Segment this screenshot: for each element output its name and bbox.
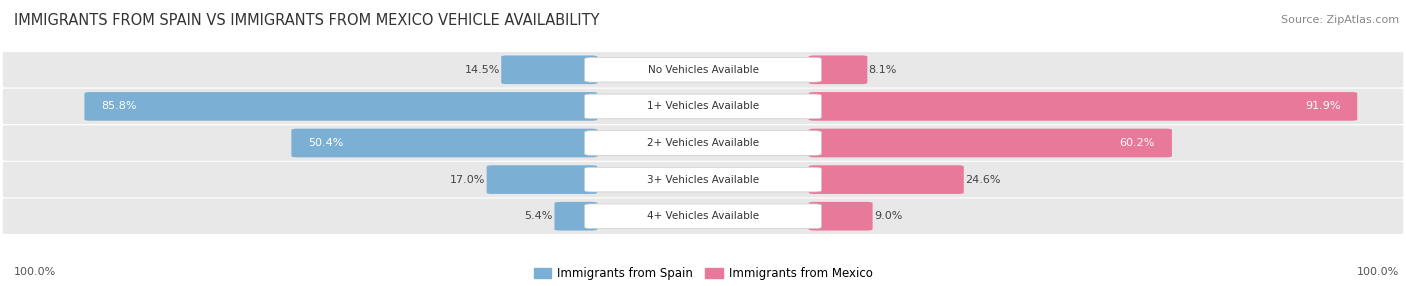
Text: 85.8%: 85.8%	[101, 102, 136, 111]
Text: 4+ Vehicles Available: 4+ Vehicles Available	[647, 211, 759, 221]
FancyBboxPatch shape	[808, 165, 963, 194]
FancyBboxPatch shape	[3, 162, 1403, 197]
FancyBboxPatch shape	[585, 57, 821, 82]
Text: 17.0%: 17.0%	[450, 175, 485, 184]
Text: Source: ZipAtlas.com: Source: ZipAtlas.com	[1281, 15, 1399, 25]
Text: 8.1%: 8.1%	[869, 65, 897, 75]
FancyBboxPatch shape	[808, 202, 873, 231]
FancyBboxPatch shape	[291, 129, 598, 157]
Text: 100.0%: 100.0%	[14, 267, 56, 277]
FancyBboxPatch shape	[808, 55, 868, 84]
FancyBboxPatch shape	[3, 89, 1403, 124]
Text: 50.4%: 50.4%	[308, 138, 343, 148]
Text: 1+ Vehicles Available: 1+ Vehicles Available	[647, 102, 759, 111]
Legend: Immigrants from Spain, Immigrants from Mexico: Immigrants from Spain, Immigrants from M…	[534, 267, 872, 280]
FancyBboxPatch shape	[585, 131, 821, 155]
FancyBboxPatch shape	[808, 92, 1357, 121]
FancyBboxPatch shape	[3, 198, 1403, 234]
Text: 2+ Vehicles Available: 2+ Vehicles Available	[647, 138, 759, 148]
FancyBboxPatch shape	[486, 165, 598, 194]
FancyBboxPatch shape	[585, 94, 821, 119]
FancyBboxPatch shape	[3, 125, 1403, 161]
FancyBboxPatch shape	[808, 129, 1173, 157]
Text: 14.5%: 14.5%	[464, 65, 501, 75]
FancyBboxPatch shape	[84, 92, 598, 121]
Text: IMMIGRANTS FROM SPAIN VS IMMIGRANTS FROM MEXICO VEHICLE AVAILABILITY: IMMIGRANTS FROM SPAIN VS IMMIGRANTS FROM…	[14, 13, 599, 27]
Text: 24.6%: 24.6%	[965, 175, 1001, 184]
FancyBboxPatch shape	[3, 52, 1403, 88]
Text: No Vehicles Available: No Vehicles Available	[648, 65, 758, 75]
Text: 5.4%: 5.4%	[524, 211, 553, 221]
FancyBboxPatch shape	[554, 202, 598, 231]
Text: 60.2%: 60.2%	[1119, 138, 1156, 148]
Text: 3+ Vehicles Available: 3+ Vehicles Available	[647, 175, 759, 184]
Text: 9.0%: 9.0%	[875, 211, 903, 221]
FancyBboxPatch shape	[502, 55, 598, 84]
FancyBboxPatch shape	[585, 204, 821, 229]
Text: 100.0%: 100.0%	[1357, 267, 1399, 277]
FancyBboxPatch shape	[585, 167, 821, 192]
Text: 91.9%: 91.9%	[1305, 102, 1340, 111]
